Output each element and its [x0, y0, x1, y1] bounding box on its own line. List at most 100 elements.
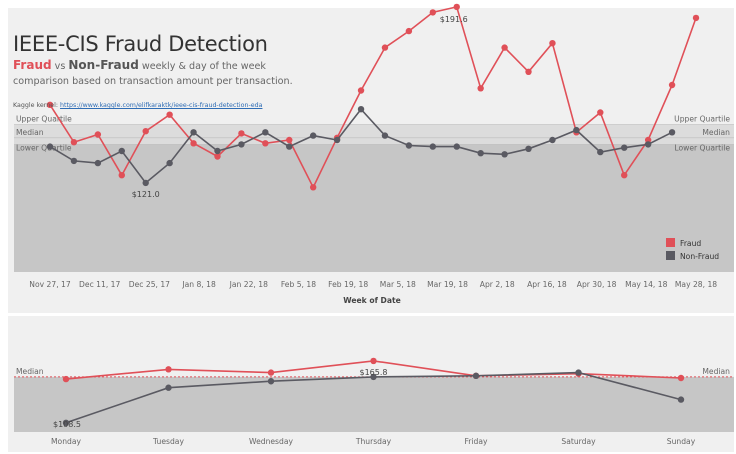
x-tick-label-11: Apr 30, 18	[577, 280, 617, 289]
data-point-non-fraud-7	[214, 147, 221, 155]
data-point-fraud-16	[429, 9, 437, 16]
reference-label-left-1: Median	[16, 128, 44, 137]
data-point-fraud-20	[525, 68, 532, 76]
reference-label-left-0: Upper Quartile	[16, 115, 72, 124]
data-point-non-fraud-25	[644, 141, 652, 148]
data-point-non-fraud-8	[238, 141, 245, 148]
legend-swatch-non-fraud	[666, 251, 675, 260]
data-point-non-fraud-3	[118, 147, 125, 155]
weekday-point-non-fraud-0	[62, 419, 70, 427]
data-point-non-fraud-16	[429, 143, 437, 150]
data-point-non-fraud-14	[381, 132, 389, 139]
reference-label-right-0: Upper Quartile	[674, 115, 730, 124]
data-point-non-fraud-24	[621, 144, 628, 151]
data-point-fraud-19	[501, 44, 508, 51]
legend-label-fraud: Fraud	[680, 239, 701, 248]
dashboard-subtitle: Fraud vs Non-Fraud weekly & day of the w…	[13, 58, 313, 89]
subtitle-nonfraud-word: Non-Fraud	[68, 58, 139, 72]
subtitle-description: weekly & day of the week comparison base…	[13, 61, 293, 87]
data-label-nonfraud-low: $121.0	[132, 190, 160, 199]
data-point-fraud-15	[405, 27, 413, 35]
weekday-tick-label-1: Tuesday	[152, 437, 184, 446]
series-line-fraud	[49, 5, 697, 190]
reference-label-left-2: Lower Quartile	[16, 143, 72, 152]
weekday-point-non-fraud-5	[575, 369, 582, 376]
weekday-point-fraud-6	[677, 374, 685, 382]
x-tick-label-12: May 14, 18	[625, 280, 667, 289]
data-point-non-fraud-9	[262, 129, 269, 136]
weekday-tick-label-6: Sunday	[667, 437, 696, 446]
data-point-non-fraud-12	[333, 136, 341, 144]
weekday-point-non-fraud-4	[472, 372, 480, 380]
x-axis-title: Week of Date	[343, 296, 400, 305]
data-point-fraud-0	[46, 101, 54, 109]
legend-swatch-fraud	[666, 238, 675, 247]
data-point-non-fraud-22	[573, 126, 580, 134]
weekday-tick-label-2: Wednesday	[249, 437, 293, 446]
data-point-fraud-17	[453, 3, 460, 11]
data-point-fraud-24	[621, 172, 628, 179]
band-upper-quartile	[14, 124, 734, 145]
data-point-fraud-11	[309, 184, 317, 191]
kernel-reference: Kaggle kernel: https://www.kaggle.com/el…	[13, 102, 262, 109]
data-point-fraud-4	[142, 128, 149, 135]
weekday-point-fraud-0	[62, 375, 70, 383]
subtitle-vs-word: vs	[54, 61, 66, 72]
weekday-median-label-right: Median	[702, 367, 730, 376]
weekday-tick-label-5: Saturday	[561, 437, 596, 446]
data-point-non-fraud-21	[549, 136, 556, 144]
data-point-non-fraud-26	[668, 129, 676, 136]
data-point-fraud-3	[118, 172, 125, 179]
data-point-non-fraud-13	[357, 106, 365, 113]
x-tick-label-6: Feb 19, 18	[328, 280, 368, 289]
data-point-fraud-5	[166, 111, 173, 118]
subtitle-fraud-word: Fraud	[13, 58, 52, 72]
data-point-non-fraud-20	[525, 145, 532, 152]
data-point-non-fraud-23	[597, 148, 604, 156]
weekday-tick-label-3: Thursday	[355, 437, 392, 446]
data-point-non-fraud-17	[453, 143, 460, 150]
x-tick-label-0: Nov 27, 17	[29, 280, 71, 289]
kernel-link[interactable]: https://www.kaggle.com/elifkaraktk/ieee-…	[60, 102, 263, 109]
x-tick-label-5: Feb 5, 18	[281, 280, 316, 289]
data-point-non-fraud-6	[190, 129, 197, 136]
weekday-label-nonfraud-low: $108.5	[53, 420, 81, 429]
data-point-fraud-1	[70, 139, 78, 146]
data-point-fraud-2	[94, 131, 102, 138]
weekday-tick-label-4: Friday	[464, 437, 488, 446]
weekday-label-fraud-peak: $165.8	[360, 368, 388, 377]
data-point-non-fraud-10	[286, 143, 293, 150]
dashboard-title: IEEE-CIS Fraud Detection	[13, 32, 268, 56]
data-point-non-fraud-4	[142, 179, 149, 187]
kernel-label: Kaggle kernel:	[13, 102, 59, 109]
data-point-fraud-18	[477, 85, 484, 92]
data-point-non-fraud-18	[477, 150, 484, 157]
data-point-non-fraud-0	[46, 143, 54, 150]
weekday-point-non-fraud-6	[677, 396, 685, 403]
reference-label-right-1: Median	[702, 128, 730, 137]
data-point-non-fraud-19	[501, 151, 508, 158]
data-point-fraud-6	[190, 140, 197, 147]
data-point-non-fraud-1	[70, 157, 78, 165]
band-lower-quartile	[14, 144, 734, 272]
x-tick-label-2: Dec 25, 17	[129, 280, 170, 289]
x-tick-label-1: Dec 11, 17	[79, 280, 120, 289]
data-point-fraud-21	[549, 40, 556, 47]
data-point-fraud-23	[597, 109, 604, 116]
x-tick-label-13: May 28, 18	[675, 280, 717, 289]
data-point-fraud-13	[357, 87, 365, 94]
weekday-point-non-fraud-2	[267, 378, 275, 385]
data-point-fraud-14	[381, 44, 389, 51]
x-tick-label-4: Jan 22, 18	[229, 280, 268, 289]
data-point-non-fraud-15	[405, 142, 413, 149]
x-tick-label-9: Apr 2, 18	[480, 280, 515, 289]
data-point-non-fraud-2	[94, 159, 102, 167]
data-label-fraud-peak: $191.6	[440, 15, 468, 24]
data-point-non-fraud-5	[166, 159, 173, 167]
data-point-fraud-27	[692, 14, 700, 22]
data-point-fraud-26	[668, 81, 676, 89]
weekday-point-fraud-2	[267, 369, 275, 376]
weekday-point-fraud-3	[370, 357, 377, 365]
data-point-non-fraud-11	[309, 132, 317, 139]
